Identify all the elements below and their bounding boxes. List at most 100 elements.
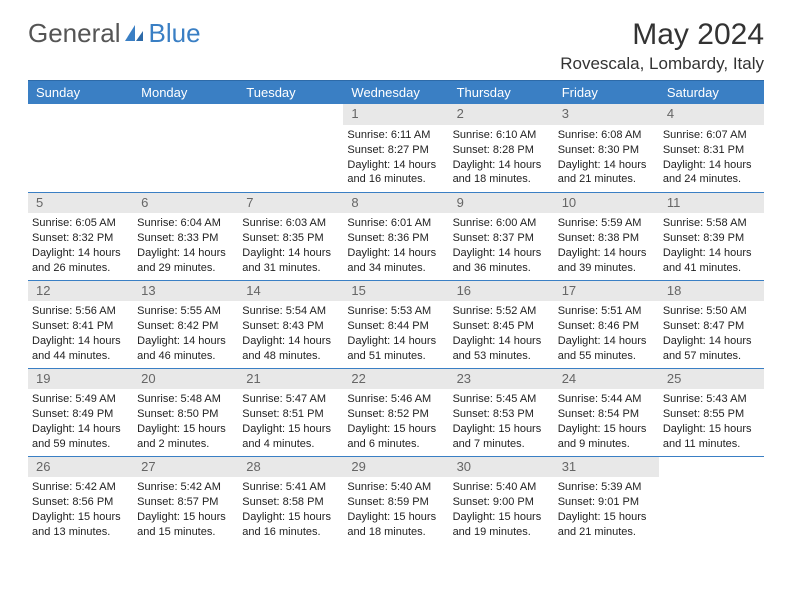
day-info-line: Daylight: 14 hours xyxy=(347,246,442,261)
day-info-line: Sunset: 8:42 PM xyxy=(137,319,232,334)
day-info: Sunrise: 6:03 AMSunset: 8:35 PMDaylight:… xyxy=(238,213,343,278)
day-info-line: and 41 minutes. xyxy=(663,261,758,276)
day-info-line: and 34 minutes. xyxy=(347,261,442,276)
day-number: 12 xyxy=(28,281,133,302)
day-info-line: Daylight: 14 hours xyxy=(347,158,442,173)
day-info-line: Sunset: 8:35 PM xyxy=(242,231,337,246)
day-info-line: Sunrise: 5:47 AM xyxy=(242,392,337,407)
day-info-line: and 21 minutes. xyxy=(558,525,653,540)
day-info-line: Daylight: 15 hours xyxy=(137,510,232,525)
day-info-line: Daylight: 14 hours xyxy=(242,246,337,261)
weekday-header: Tuesday xyxy=(238,81,343,105)
brand-part1: General xyxy=(28,18,121,49)
day-info-line: Daylight: 14 hours xyxy=(663,334,758,349)
calendar-day-cell xyxy=(238,104,343,192)
calendar-day-cell: 24Sunrise: 5:44 AMSunset: 8:54 PMDayligh… xyxy=(554,368,659,456)
day-info-line: Sunset: 8:57 PM xyxy=(137,495,232,510)
day-info-line: and 24 minutes. xyxy=(663,172,758,187)
calendar-day-cell xyxy=(28,104,133,192)
day-info-line: Sunset: 8:58 PM xyxy=(242,495,337,510)
day-info-line: Daylight: 14 hours xyxy=(32,246,127,261)
day-info: Sunrise: 5:43 AMSunset: 8:55 PMDaylight:… xyxy=(659,389,764,454)
day-info-line: Sunrise: 5:52 AM xyxy=(453,304,548,319)
day-number: 21 xyxy=(238,369,343,390)
day-info-line: Sunset: 8:56 PM xyxy=(32,495,127,510)
day-number: 28 xyxy=(238,457,343,478)
day-info-line: Sunrise: 5:54 AM xyxy=(242,304,337,319)
day-number: 24 xyxy=(554,369,659,390)
calendar-day-cell: 29Sunrise: 5:40 AMSunset: 8:59 PMDayligh… xyxy=(343,456,448,544)
day-info: Sunrise: 6:07 AMSunset: 8:31 PMDaylight:… xyxy=(659,125,764,190)
calendar-day-cell: 28Sunrise: 5:41 AMSunset: 8:58 PMDayligh… xyxy=(238,456,343,544)
day-info-line: Daylight: 14 hours xyxy=(32,422,127,437)
day-info: Sunrise: 5:47 AMSunset: 8:51 PMDaylight:… xyxy=(238,389,343,454)
day-info-line: Sunrise: 5:53 AM xyxy=(347,304,442,319)
day-info-line: Sunset: 8:37 PM xyxy=(453,231,548,246)
day-info-line: and 7 minutes. xyxy=(453,437,548,452)
day-info-line: Daylight: 14 hours xyxy=(558,334,653,349)
day-info-line: and 18 minutes. xyxy=(347,525,442,540)
calendar-day-cell: 10Sunrise: 5:59 AMSunset: 8:38 PMDayligh… xyxy=(554,192,659,280)
day-info: Sunrise: 6:10 AMSunset: 8:28 PMDaylight:… xyxy=(449,125,554,190)
day-info-line: and 57 minutes. xyxy=(663,349,758,364)
day-info-line: Sunrise: 6:01 AM xyxy=(347,216,442,231)
day-number-empty xyxy=(28,104,133,125)
day-info-line: and 2 minutes. xyxy=(137,437,232,452)
day-number-empty xyxy=(238,104,343,125)
day-info-line: and 9 minutes. xyxy=(558,437,653,452)
day-number: 25 xyxy=(659,369,764,390)
day-info: Sunrise: 5:39 AMSunset: 9:01 PMDaylight:… xyxy=(554,477,659,542)
day-info-line: and 16 minutes. xyxy=(242,525,337,540)
calendar-day-cell: 1Sunrise: 6:11 AMSunset: 8:27 PMDaylight… xyxy=(343,104,448,192)
day-info: Sunrise: 5:46 AMSunset: 8:52 PMDaylight:… xyxy=(343,389,448,454)
sail-icon xyxy=(123,23,145,45)
weekday-header: Monday xyxy=(133,81,238,105)
weekday-header: Friday xyxy=(554,81,659,105)
day-number: 17 xyxy=(554,281,659,302)
day-info: Sunrise: 5:42 AMSunset: 8:57 PMDaylight:… xyxy=(133,477,238,542)
weekday-header: Saturday xyxy=(659,81,764,105)
calendar-day-cell: 4Sunrise: 6:07 AMSunset: 8:31 PMDaylight… xyxy=(659,104,764,192)
day-info-line: Daylight: 15 hours xyxy=(558,510,653,525)
day-info-line: Sunset: 8:51 PM xyxy=(242,407,337,422)
day-info-line: Sunset: 8:38 PM xyxy=(558,231,653,246)
day-info: Sunrise: 5:50 AMSunset: 8:47 PMDaylight:… xyxy=(659,301,764,366)
calendar-week-row: 1Sunrise: 6:11 AMSunset: 8:27 PMDaylight… xyxy=(28,104,764,192)
day-info-line: Sunset: 8:46 PM xyxy=(558,319,653,334)
calendar-week-row: 5Sunrise: 6:05 AMSunset: 8:32 PMDaylight… xyxy=(28,192,764,280)
day-info-line: and 44 minutes. xyxy=(32,349,127,364)
day-info: Sunrise: 5:40 AMSunset: 9:00 PMDaylight:… xyxy=(449,477,554,542)
day-info-line: Daylight: 14 hours xyxy=(347,334,442,349)
day-info: Sunrise: 6:11 AMSunset: 8:27 PMDaylight:… xyxy=(343,125,448,190)
day-info: Sunrise: 5:53 AMSunset: 8:44 PMDaylight:… xyxy=(343,301,448,366)
day-info: Sunrise: 5:59 AMSunset: 8:38 PMDaylight:… xyxy=(554,213,659,278)
day-info-line: Sunset: 8:44 PM xyxy=(347,319,442,334)
day-info-line: Sunrise: 6:07 AM xyxy=(663,128,758,143)
day-info-line: Sunrise: 5:45 AM xyxy=(453,392,548,407)
calendar-table: SundayMondayTuesdayWednesdayThursdayFrid… xyxy=(28,80,764,544)
day-info-line: and 26 minutes. xyxy=(32,261,127,276)
calendar-day-cell: 25Sunrise: 5:43 AMSunset: 8:55 PMDayligh… xyxy=(659,368,764,456)
day-info-line: Daylight: 15 hours xyxy=(558,422,653,437)
day-number: 20 xyxy=(133,369,238,390)
day-info-line: Sunrise: 5:51 AM xyxy=(558,304,653,319)
day-info-line: Sunrise: 5:46 AM xyxy=(347,392,442,407)
day-info-line: Daylight: 14 hours xyxy=(558,158,653,173)
day-number-empty xyxy=(659,457,764,478)
day-info-line: Daylight: 14 hours xyxy=(453,158,548,173)
day-info-line: Sunrise: 5:42 AM xyxy=(32,480,127,495)
weekday-header: Wednesday xyxy=(343,81,448,105)
day-number: 29 xyxy=(343,457,448,478)
day-info-line: Daylight: 14 hours xyxy=(137,334,232,349)
day-info-line: Daylight: 14 hours xyxy=(242,334,337,349)
day-info-line: and 31 minutes. xyxy=(242,261,337,276)
day-info-line: and 19 minutes. xyxy=(453,525,548,540)
day-info-line: Sunrise: 5:49 AM xyxy=(32,392,127,407)
day-info-line: Daylight: 15 hours xyxy=(347,510,442,525)
day-info-line: Sunset: 8:53 PM xyxy=(453,407,548,422)
day-info: Sunrise: 5:41 AMSunset: 8:58 PMDaylight:… xyxy=(238,477,343,542)
day-info-line: and 36 minutes. xyxy=(453,261,548,276)
day-info: Sunrise: 6:05 AMSunset: 8:32 PMDaylight:… xyxy=(28,213,133,278)
calendar-day-cell: 6Sunrise: 6:04 AMSunset: 8:33 PMDaylight… xyxy=(133,192,238,280)
day-info-line: and 55 minutes. xyxy=(558,349,653,364)
